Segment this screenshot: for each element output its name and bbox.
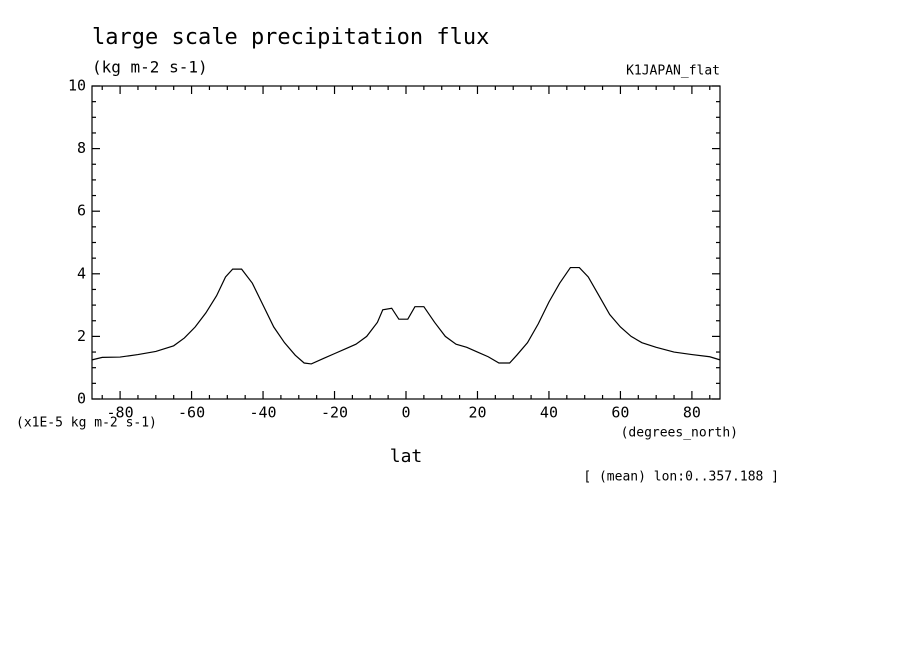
x-tick-label: -20 [321,404,348,422]
chart-title: large scale precipitation flux [92,25,489,50]
y-tick-label: 8 [77,139,86,157]
x-tick-label: -60 [178,404,205,422]
y-tick-label: 0 [77,390,86,408]
x-tick-label: 80 [683,404,701,422]
y-units: (x1E-5 kg m-2 s-1) [16,416,157,431]
dataset: K1JAPAN_flat [626,64,720,79]
y-tick-label: 4 [77,264,86,282]
x-tick-label: -40 [249,404,276,422]
data-line [91,266,721,365]
x-units: (degrees_north) [621,426,738,441]
note: [ (mean) lon:0..357.188 ] [583,470,779,485]
y-tick-label: 2 [77,327,86,345]
y-tick-label: 6 [77,202,86,220]
x-tick-label: 0 [401,404,410,422]
x-tick-label: 40 [540,404,558,422]
x-tick-label: -80 [107,404,134,422]
units: (kg m-2 s-1) [92,58,208,77]
x-tick-label: 20 [468,404,486,422]
x-tick-label: 60 [611,404,629,422]
y-tick-label: 10 [68,77,86,95]
x-label: lat [390,446,423,467]
